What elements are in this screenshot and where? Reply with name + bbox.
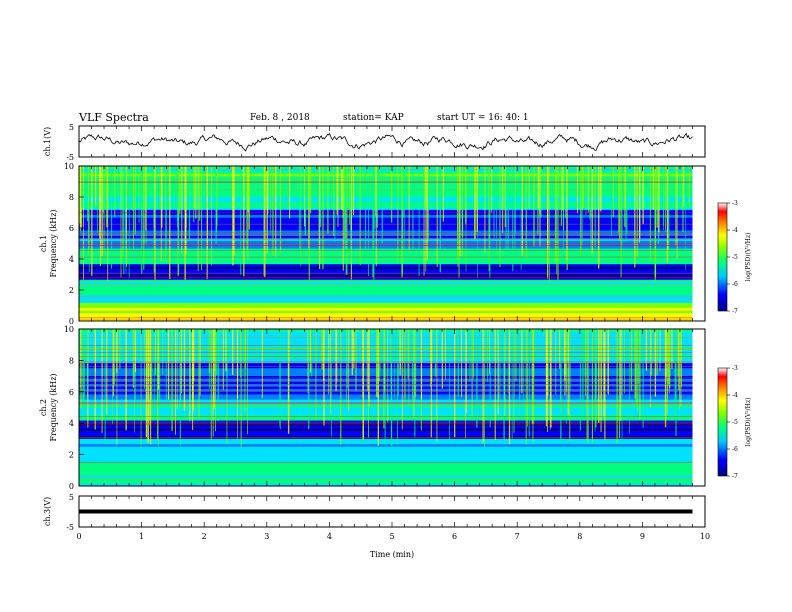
x-tick-label: 7: [515, 532, 520, 541]
x-tick-label: 6: [452, 532, 457, 541]
ch2-spectrogram-panel: 10 8 6 4 2 0 ch.2 Frequency (kHz): [39, 325, 705, 491]
spectrogram-image: [79, 166, 692, 322]
colorbar-tick-label: -3: [732, 200, 738, 207]
y-tick-label: 2: [69, 451, 74, 460]
colorbar-label: log(PSD)(V²/Hz): [745, 398, 752, 447]
y-tick-label: 4: [69, 419, 74, 428]
x-tick-label: 5: [389, 532, 394, 541]
y-tick-label: 8: [69, 193, 74, 202]
colorbar-tick-label: -4: [732, 227, 738, 234]
y-tick-label: 6: [69, 224, 74, 233]
colorbar-tick-label: -7: [732, 473, 738, 480]
x-tick-label: 0: [76, 532, 81, 541]
spectrogram-image: [79, 329, 692, 487]
y-tick-label: 2: [69, 286, 74, 295]
x-tick-label: 2: [202, 532, 207, 541]
y-tick-label: 6: [69, 388, 74, 397]
ch1-spectrogram-panel: 1086420ch.1 Frequency (kHz): [39, 162, 705, 326]
colorbars: -3 -4 -5 -6 -7 log(PSD)(V²/Hz) -3 -4 -5 -6 -7 log(P…: [718, 200, 752, 480]
x-tick-label: 9: [640, 532, 645, 541]
colorbar-tick-label: -5: [732, 254, 738, 261]
y-tick-label: 5: [69, 493, 74, 502]
ch3-waveform-panel: 5 -5 ch.3(V) 0 1 2 3 4 5 6 7 8 9 10: [43, 493, 710, 541]
x-tick-label: 10: [700, 532, 710, 541]
y-tick-label: 10: [64, 162, 74, 171]
y-tick-label: 8: [69, 356, 74, 365]
y-tick-label: 4: [69, 255, 74, 264]
y-axis-label: Frequency (kHz): [49, 209, 58, 277]
time-axis: Time (min): [370, 550, 414, 559]
x-tick-label: 1: [139, 532, 144, 541]
x-tick-label: 8: [577, 532, 582, 541]
colorbar-tick-label: -5: [732, 419, 738, 426]
y-tick-label: -5: [66, 523, 74, 532]
vlf-figure: 5-5ch.1(V) 1086420ch.1 Frequency (kHz) 10…: [0, 0, 792, 612]
x-axis-label: Time (min): [370, 550, 414, 559]
y-axis-label: ch.2: [39, 399, 48, 416]
y-tick-label: 0: [69, 482, 74, 491]
colorbar: [718, 203, 727, 311]
y-tick-label: 10: [64, 325, 74, 334]
colorbar-tick-label: -4: [732, 392, 738, 399]
y-axis-label: ch.3(V): [43, 497, 52, 526]
colorbar-tick-label: -7: [732, 308, 738, 315]
y-axis-label: ch.1(V): [43, 127, 52, 156]
colorbar-tick-label: -6: [732, 446, 738, 453]
x-tick-label: 3: [264, 532, 269, 541]
y-tick-label: 5: [69, 123, 74, 132]
colorbar-label: log(PSD)(V²/Hz): [745, 233, 752, 282]
colorbar-tick-label: -3: [732, 365, 738, 372]
colorbar-tick-label: -6: [732, 281, 738, 288]
x-tick-label: 4: [327, 532, 332, 541]
y-axis-label: Frequency (kHz): [49, 373, 58, 441]
y-tick-label: -5: [66, 153, 74, 162]
colorbar: [718, 368, 727, 476]
y-axis-label: ch.1: [39, 235, 48, 252]
ch1-waveform-panel: 5 -5 ch.1(V): [43, 123, 705, 162]
